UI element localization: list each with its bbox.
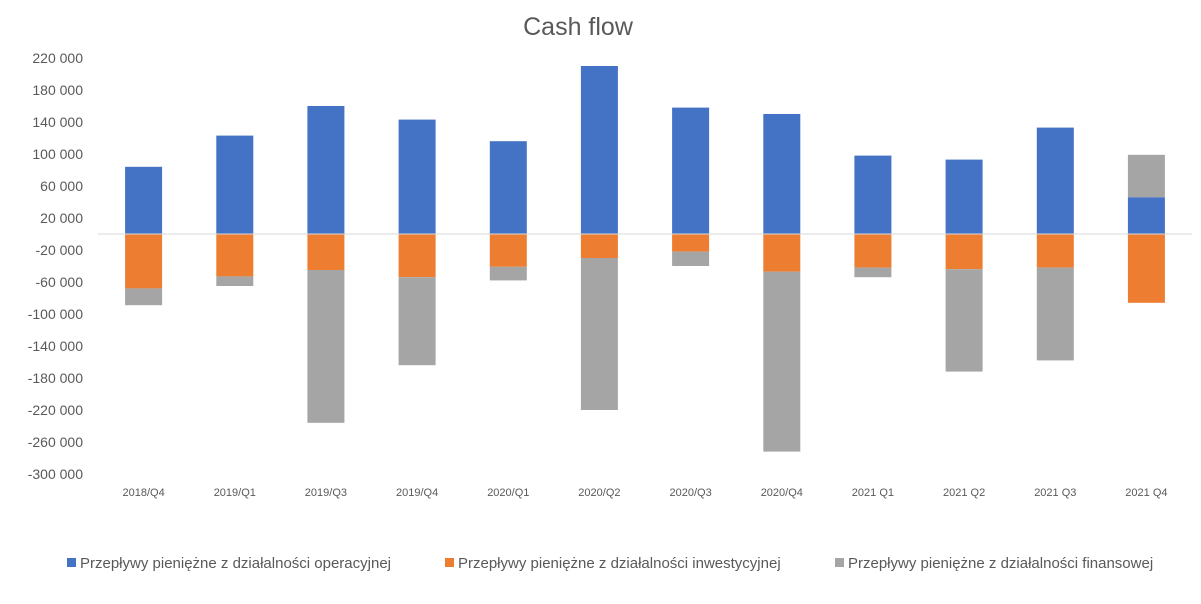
y-tick-label: 100 000	[32, 146, 83, 162]
y-tick-label: -180 000	[28, 370, 83, 386]
y-tick-label: -140 000	[28, 338, 83, 354]
bars	[125, 66, 1165, 452]
bar-series-2-5	[580, 234, 618, 258]
bar-series-1-8	[854, 155, 892, 234]
y-tick-label: 220 000	[32, 50, 83, 66]
legend-item: Przepływy pieniężne z działalności opera…	[67, 555, 391, 572]
y-tick-label: -100 000	[28, 306, 83, 322]
x-tick-label: 2021 Q1	[852, 487, 894, 499]
x-tick-label: 2020/Q1	[487, 487, 529, 499]
legend-label: Przepływy pieniężne z działalności inwes…	[458, 555, 781, 572]
bar-series-2-4	[489, 234, 527, 267]
bar-series-1-5	[580, 66, 618, 234]
y-tick-label: -300 000	[28, 466, 83, 482]
bar-series-1-7	[763, 114, 801, 234]
bar-series-2-10	[1036, 234, 1074, 268]
bar-series-3-3	[398, 277, 436, 366]
y-tick-label: 20 000	[40, 210, 83, 226]
bar-series-2-6	[672, 234, 710, 252]
x-tick-label: 2019/Q1	[214, 487, 256, 499]
legend-swatch	[67, 558, 76, 567]
legend: Przepływy pieniężne z działalności opera…	[67, 555, 1153, 572]
bar-series-1-9	[945, 159, 983, 234]
x-tick-label: 2020/Q4	[761, 487, 803, 499]
bar-series-2-9	[945, 234, 983, 270]
bar-series-2-3	[398, 234, 436, 278]
legend-item: Przepływy pieniężne z działalności finan…	[835, 555, 1153, 572]
bar-series-1-6	[672, 107, 710, 234]
bar-series-3-0	[125, 288, 163, 306]
y-axis: 220 000 180 000 140 000 100 000 60 000 20 000…	[28, 50, 83, 482]
legend-swatch	[445, 558, 454, 567]
bar-series-3-8	[854, 267, 892, 278]
bar-series-3-4	[489, 266, 527, 281]
y-tick-label: -260 000	[28, 434, 83, 450]
legend-label: Przepływy pieniężne z działalności finan…	[848, 555, 1153, 572]
legend-item: Przepływy pieniężne z działalności inwes…	[445, 555, 781, 572]
bar-series-3-9	[945, 269, 983, 372]
y-tick-label: -20 000	[36, 242, 84, 258]
bar-series-2-0	[125, 234, 163, 289]
x-tick-label: 2020/Q2	[578, 487, 620, 499]
y-tick-label: 60 000	[40, 178, 83, 194]
bar-series-1-3	[398, 119, 436, 234]
bar-series-1-1	[216, 135, 254, 234]
bar-series-3-11	[1127, 154, 1165, 198]
bar-series-1-10	[1036, 127, 1074, 234]
legend-swatch	[835, 558, 844, 567]
bar-series-3-10	[1036, 267, 1074, 361]
bar-series-1-2	[307, 106, 345, 234]
bar-series-1-4	[489, 141, 527, 234]
x-tick-label: 2019/Q4	[396, 487, 438, 499]
bar-series-2-11	[1127, 234, 1165, 303]
bar-series-2-7	[763, 234, 801, 272]
y-tick-label: 180 000	[32, 82, 83, 98]
bar-series-3-5	[580, 258, 618, 410]
y-tick-label: -60 000	[36, 274, 84, 290]
bar-series-1-11	[1127, 197, 1165, 234]
x-tick-label: 2019/Q3	[305, 487, 347, 499]
x-tick-label: 2021 Q2	[943, 487, 985, 499]
chart-title: Cash flow	[523, 13, 634, 41]
y-tick-label: 140 000	[32, 114, 83, 130]
bar-series-3-7	[763, 271, 801, 452]
bar-series-3-1	[216, 276, 254, 286]
bar-series-2-1	[216, 234, 254, 277]
x-tick-label: 2021 Q3	[1034, 487, 1076, 499]
x-tick-label: 2020/Q3	[669, 487, 711, 499]
bar-series-2-8	[854, 234, 892, 268]
legend-label: Przepływy pieniężne z działalności opera…	[80, 555, 391, 572]
x-tick-label: 2018/Q4	[122, 487, 164, 499]
bar-series-3-6	[672, 251, 710, 266]
bar-series-1-0	[125, 166, 163, 234]
x-tick-label: 2021 Q4	[1125, 487, 1167, 499]
y-tick-label: -220 000	[28, 402, 83, 418]
bar-series-2-2	[307, 234, 345, 270]
bar-series-3-2	[307, 270, 345, 423]
x-axis: 2018/Q4 2019/Q1 2019/Q3 2019/Q4 2020/Q1 2020/…	[122, 487, 1167, 499]
